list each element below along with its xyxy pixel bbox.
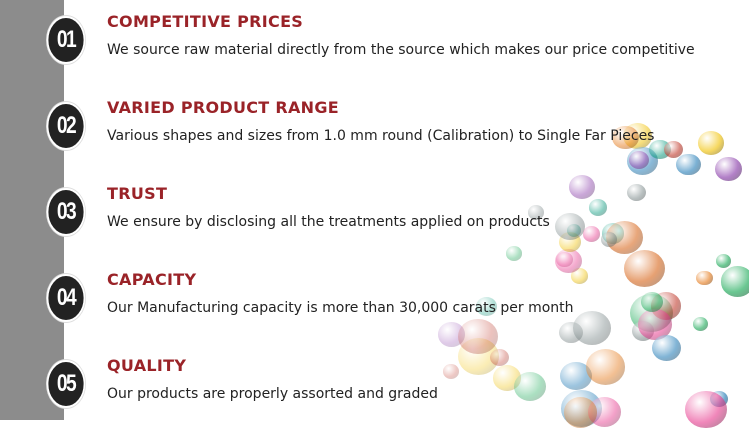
feature-description: Various shapes and sizes from 1.0 mm rou… <box>107 128 655 144</box>
feature-item: 03 TRUST We ensure by disclosing all the… <box>0 182 749 262</box>
number-badge: 04 <box>46 274 86 322</box>
feature-description: We ensure by disclosing all the treatmen… <box>107 214 550 230</box>
number-badge: 05 <box>46 360 86 408</box>
number-badge: 03 <box>46 188 86 236</box>
feature-title: VARIED PRODUCT RANGE <box>107 98 340 117</box>
feature-item: 04 CAPACITY Our Manufacturing capacity i… <box>0 268 749 348</box>
feature-item: 05 QUALITY Our products are properly ass… <box>0 354 749 434</box>
number-badge: 02 <box>46 102 86 150</box>
number-badge: 01 <box>46 16 86 64</box>
feature-title: CAPACITY <box>107 270 197 289</box>
feature-item: 02 VARIED PRODUCT RANGE Various shapes a… <box>0 96 749 176</box>
feature-description: We source raw material directly from the… <box>107 42 695 58</box>
feature-title: COMPETITIVE PRICES <box>107 12 304 31</box>
feature-title: QUALITY <box>107 356 187 375</box>
feature-title: TRUST <box>107 184 168 203</box>
feature-description: Our products are properly assorted and g… <box>107 386 438 402</box>
feature-item: 01 COMPETITIVE PRICES We source raw mate… <box>0 10 749 90</box>
feature-description: Our Manufacturing capacity is more than … <box>107 300 574 316</box>
